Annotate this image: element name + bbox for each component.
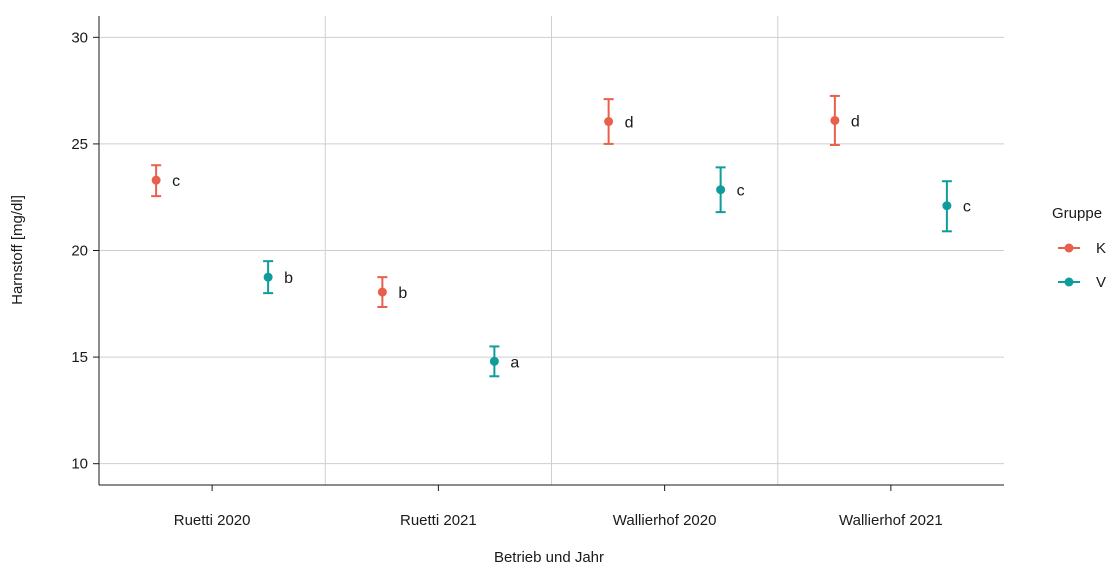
significance-letter: b — [284, 270, 293, 287]
data-point — [604, 117, 614, 127]
y-tick-label: 20 — [71, 243, 88, 260]
legend-key-point — [1064, 277, 1074, 287]
grid-lines — [99, 16, 1004, 485]
legend-label: K — [1096, 240, 1106, 257]
significance-letter: c — [737, 183, 745, 200]
y-tick-label: 10 — [71, 456, 88, 473]
data-point — [263, 272, 273, 282]
x-tick-label: Ruetti 2020 — [174, 512, 251, 529]
y-tick-label: 15 — [71, 349, 88, 366]
data-point — [489, 356, 499, 366]
data-point — [716, 185, 726, 195]
x-tick-label: Wallierhof 2021 — [839, 512, 943, 529]
legend-title: Gruppe — [1052, 205, 1102, 222]
significance-letter: c — [172, 173, 180, 190]
x-axis-title: Betrieb und Jahr — [494, 549, 604, 566]
significance-letter: d — [851, 113, 860, 130]
legend-label: V — [1096, 274, 1106, 291]
data-point — [830, 115, 840, 125]
legend-key-point — [1064, 243, 1074, 253]
significance-letter: a — [510, 354, 519, 371]
significance-letter: d — [625, 115, 634, 132]
y-axis-title: Harnstoff [mg/dl] — [9, 195, 26, 305]
data-point — [377, 287, 387, 297]
axes: 10 15 20 25 30 Ruetti 2020 Ruetti 2021 Wallierh… — [71, 16, 1004, 529]
significance-letter: b — [398, 285, 407, 302]
data-marks: c b d d b a c c — [151, 94, 971, 378]
x-tick-label: Ruetti 2021 — [400, 512, 477, 529]
y-tick-label: 25 — [71, 136, 88, 153]
data-point — [151, 175, 161, 185]
y-tick-label: 30 — [71, 29, 88, 46]
data-point — [942, 201, 952, 211]
x-tick-label: Wallierhof 2020 — [613, 512, 717, 529]
significance-letter: c — [963, 199, 971, 216]
legend: KV — [1058, 240, 1106, 291]
